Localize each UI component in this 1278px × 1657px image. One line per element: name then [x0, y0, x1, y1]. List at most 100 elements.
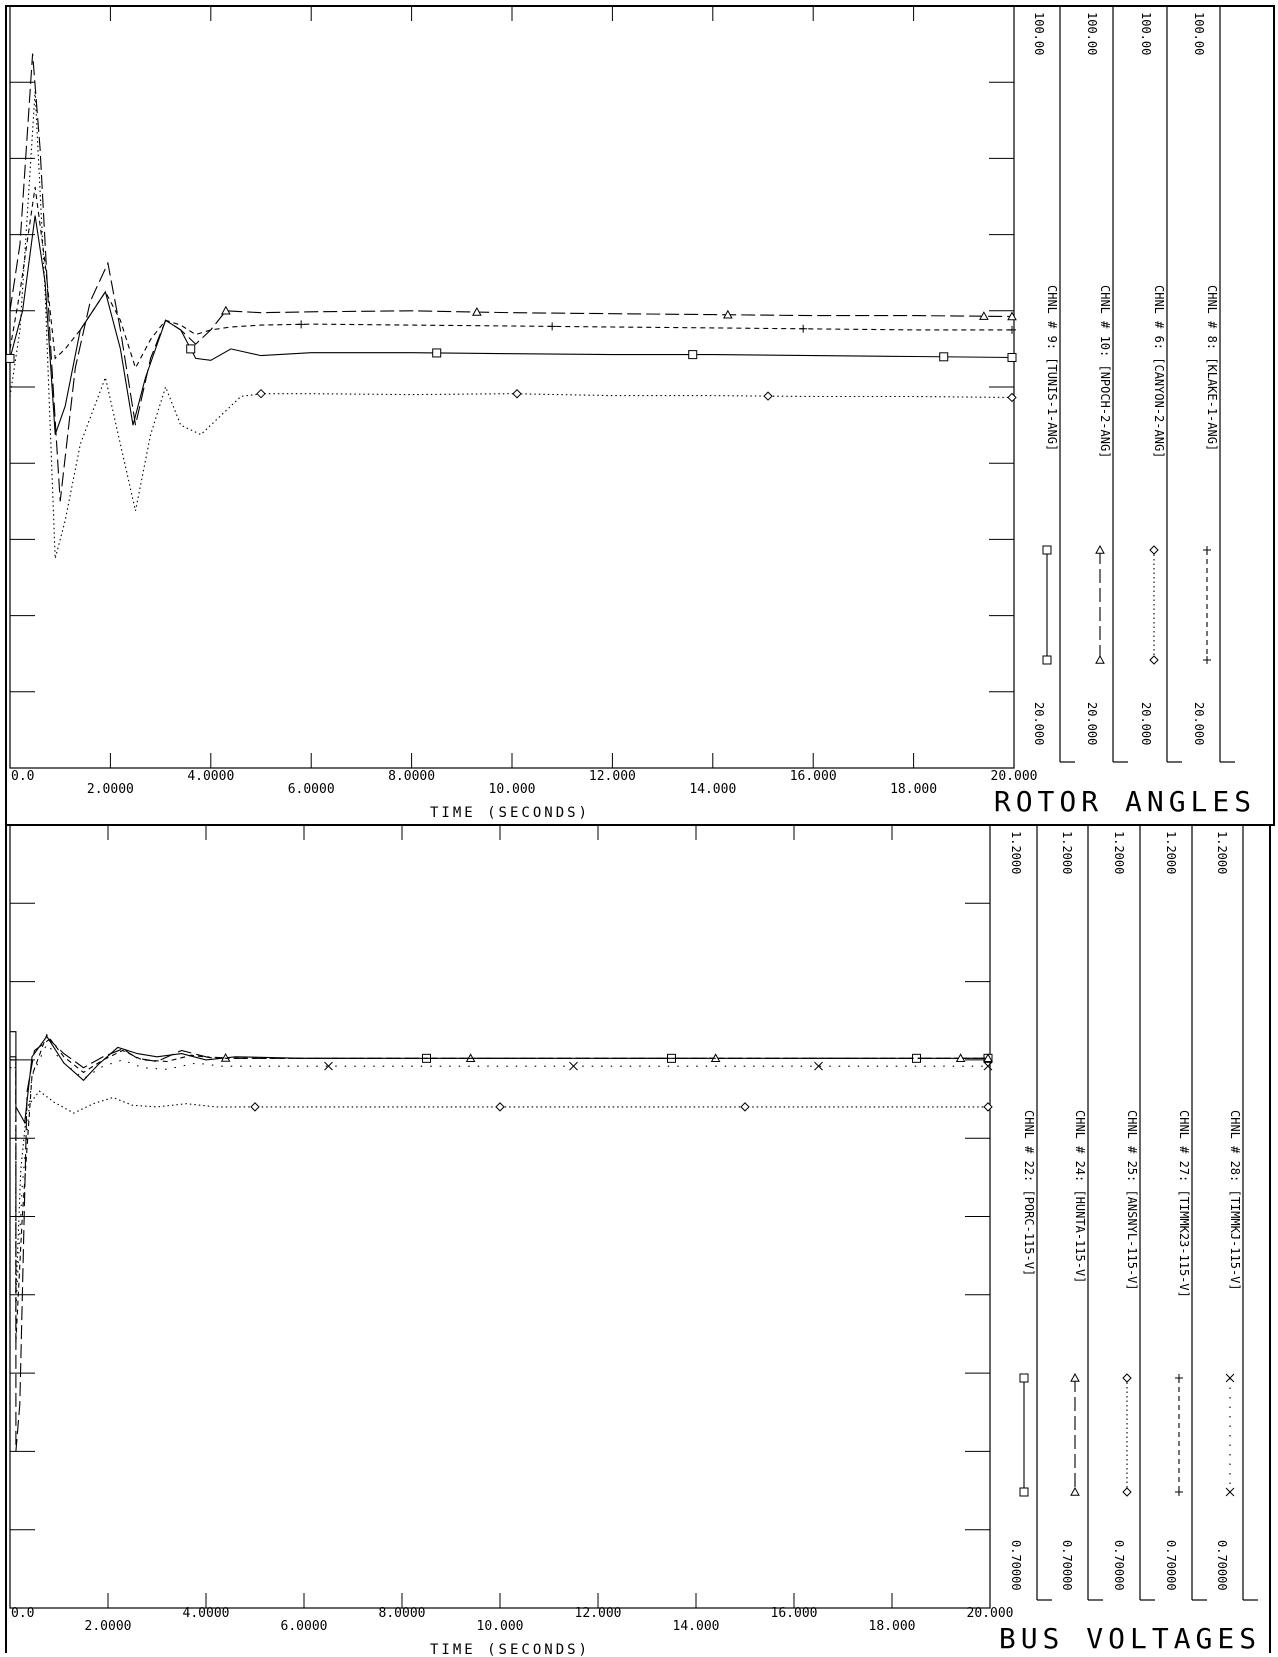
- legend-marker: [1122, 1373, 1132, 1383]
- x-tick-label: 6.0000: [288, 782, 335, 797]
- x-tick-label: 12.000: [589, 769, 636, 784]
- legend-marker: [1019, 1373, 1029, 1383]
- rotor-angles-xlabel: TIME (SECONDS): [430, 805, 590, 821]
- legend-scale-max: 100.00: [1139, 12, 1153, 55]
- series-marker-1: [5, 353, 15, 363]
- series-marker-3: [495, 1102, 505, 1112]
- series-marker-3: [1007, 392, 1017, 403]
- legend-scale-min: 0.70000: [1009, 1540, 1023, 1591]
- rotor-angles-panel: 0.0 2.0000 4.0000 6.0000 8.0000 10.000 12.000 1…: [5, 5, 1275, 826]
- series-marker-1: [688, 350, 698, 360]
- x-tick-label: 0.0: [11, 1606, 34, 1621]
- x-tick-label: 20.000: [967, 1606, 1014, 1621]
- x-tick-label: 4.0000: [187, 769, 234, 784]
- legend-series-name: CHNL # 6: [CANYON-2-ANG]: [1152, 285, 1166, 458]
- legend-scale-max: 100.00: [1085, 12, 1099, 55]
- legend-series-name: CHNL # 8: [KLAKE-1-ANG]: [1205, 285, 1219, 451]
- legend-marker: [1070, 1486, 1080, 1496]
- x-tick-label: 18.000: [869, 1619, 916, 1634]
- legend-scale-min: 20.000: [1139, 702, 1153, 745]
- legend-scale-max: 1.2000: [1215, 831, 1229, 874]
- x-tick-label: 16.000: [771, 1606, 818, 1621]
- series-marker-3: [512, 389, 522, 399]
- x-tick-label: 14.000: [689, 782, 736, 797]
- legend-scale-max: 100.00: [1192, 12, 1206, 55]
- legend-marker: [1225, 1373, 1235, 1383]
- legend-scale-max: 1.2000: [1060, 831, 1074, 874]
- legend-scale-min: 20.000: [1085, 702, 1099, 745]
- series-marker-1: [1007, 352, 1017, 362]
- legend-scale-min: 0.70000: [1215, 1540, 1229, 1591]
- series-marker-2: [979, 311, 989, 320]
- rotor-angles-title: ROTOR ANGLES: [994, 785, 1256, 818]
- series-line-4: [10, 1033, 990, 1342]
- series-marker-2: [221, 305, 231, 315]
- series-marker-3: [250, 1102, 260, 1112]
- legend-scale-max: 1.2000: [1164, 831, 1178, 874]
- legend-scale-min: 20.000: [1032, 702, 1046, 745]
- legend-series-name: CHNL # 10: [NPOCH-2-ANG]: [1098, 285, 1112, 458]
- x-tick-label: 2.0000: [85, 1619, 132, 1634]
- legend-marker: [1149, 545, 1159, 555]
- x-tick-label: 2.0000: [87, 782, 134, 797]
- legend-marker: [1175, 1488, 1183, 1496]
- legend-marker: [1225, 1487, 1235, 1497]
- legend-marker: [1175, 1374, 1183, 1382]
- legend-marker: [1203, 546, 1211, 554]
- x-tick-label: 20.000: [991, 769, 1038, 784]
- bus-voltages-xlabel: TIME (SECONDS): [430, 1642, 590, 1657]
- legend-series-name: CHNL # 27: [TIMMK23-115-V]: [1177, 1110, 1191, 1298]
- x-tick-label: 0.0: [11, 769, 34, 784]
- x-tick-label: 8.0000: [379, 1606, 426, 1621]
- series-marker-4: [548, 322, 557, 331]
- series-marker-3: [740, 1102, 750, 1112]
- legend-scale-max: 1.2000: [1112, 831, 1126, 874]
- series-marker-1: [186, 344, 196, 354]
- series-marker-5: [569, 1061, 578, 1071]
- legend-marker: [1149, 655, 1159, 665]
- series-marker-3: [983, 1102, 993, 1112]
- series-marker-4: [1008, 325, 1016, 334]
- legend-scale-min: 0.70000: [1164, 1540, 1178, 1591]
- series-line-5: [10, 1043, 990, 1311]
- series-marker-4: [297, 320, 306, 329]
- legend-scale-max: 1.2000: [1009, 831, 1023, 874]
- legend-marker: [1203, 656, 1211, 664]
- x-tick-label: 12.000: [575, 1606, 622, 1621]
- bus-voltages-title: BUS VOLTAGES: [999, 1622, 1261, 1655]
- legend-series-name: CHNL # 28: [TIMMKJ-115-V]: [1228, 1110, 1242, 1291]
- series-marker-2: [220, 1052, 231, 1062]
- series-line-2: [9, 53, 1015, 502]
- x-tick-label: 10.000: [489, 782, 536, 797]
- legend-marker: [1095, 654, 1105, 664]
- series-marker-5: [814, 1061, 823, 1071]
- legend-marker: [1122, 1487, 1132, 1497]
- series-line-4: [9, 186, 1014, 370]
- x-tick-label: 14.000: [673, 1619, 720, 1634]
- bus-voltages-panel: 0.0 2.0000 4.0000 6.0000 8.0000 10.000 12.000 1…: [5, 824, 1271, 1657]
- legend-series-name: CHNL # 24: [HUNTA-115-V]: [1073, 1110, 1087, 1283]
- x-tick-label: 4.0000: [183, 1606, 230, 1621]
- legend-marker: [1095, 544, 1105, 554]
- series-marker-2: [1007, 311, 1017, 321]
- series-marker-3: [763, 391, 773, 401]
- x-tick-label: 16.000: [790, 769, 837, 784]
- x-tick-label: 18.000: [890, 782, 937, 797]
- legend-scale-min: 20.000: [1192, 702, 1206, 745]
- series-marker-1: [939, 352, 949, 362]
- legend-series-name: CHNL # 22: [PORC-115-V]: [1022, 1110, 1036, 1276]
- legend-marker: [1019, 1487, 1029, 1497]
- x-tick-label: 6.0000: [281, 1619, 328, 1634]
- series-marker-5: [983, 1061, 993, 1071]
- legend-marker: [1042, 655, 1052, 665]
- series-marker-3: [256, 388, 266, 399]
- legend-series-name: CHNL # 25: [ANSNYL-115-V]: [1125, 1110, 1139, 1291]
- series-marker-2: [472, 307, 482, 316]
- series-marker-2: [723, 309, 733, 319]
- legend-scale-max: 100.00: [1032, 12, 1046, 55]
- legend-scale-min: 0.70000: [1112, 1540, 1126, 1591]
- series-marker-5: [324, 1061, 333, 1071]
- x-tick-label: 8.0000: [388, 769, 435, 784]
- series-marker-4: [799, 324, 808, 333]
